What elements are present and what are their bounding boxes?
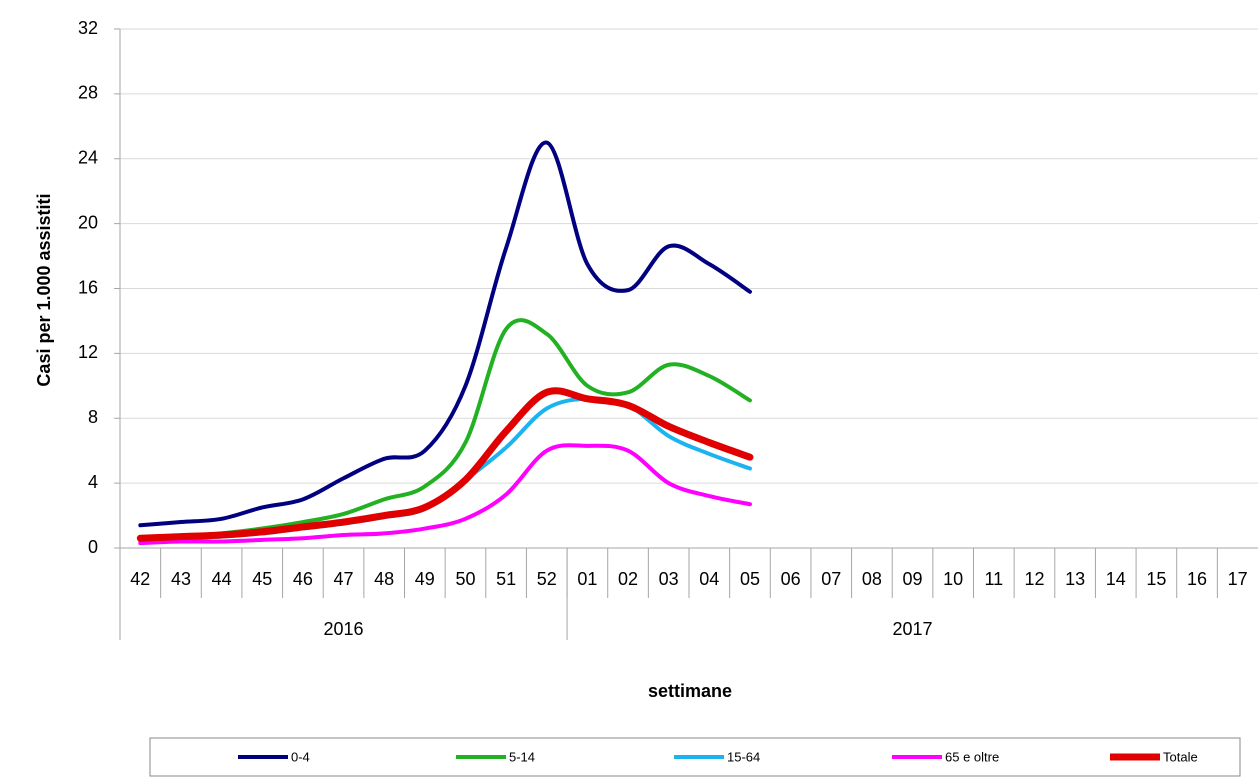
x-tick-label: 16 <box>1187 569 1207 589</box>
x-tick-label: 42 <box>130 569 150 589</box>
legend-label: 15-64 <box>727 749 760 764</box>
x-tick-label: 48 <box>374 569 394 589</box>
x-tick-label: 17 <box>1228 569 1248 589</box>
x-group-label: 2017 <box>893 619 933 639</box>
x-tick-label: 43 <box>171 569 191 589</box>
x-tick-label: 44 <box>212 569 232 589</box>
y-tick-label: 16 <box>78 277 98 297</box>
y-tick-label: 12 <box>78 342 98 362</box>
x-tick-label: 47 <box>334 569 354 589</box>
x-tick-label: 51 <box>496 569 516 589</box>
y-tick-label: 0 <box>88 537 98 557</box>
series-line <box>136 387 754 542</box>
x-tick-label: 11 <box>984 569 1003 589</box>
x-tick-label: 01 <box>577 569 597 589</box>
x-tick-label: 52 <box>537 569 557 589</box>
legend-label: 0-4 <box>291 749 310 764</box>
x-tick-label: 09 <box>903 569 923 589</box>
legend-label: Totale <box>1163 749 1198 764</box>
y-axis-title: Casi per 1.000 assistiti <box>34 193 54 386</box>
x-tick-label: 50 <box>455 569 475 589</box>
x-axis-title: settimane <box>648 681 732 701</box>
series-line <box>138 140 752 528</box>
x-tick-label: 12 <box>1024 569 1044 589</box>
y-tick-label: 8 <box>88 407 98 427</box>
x-group-label: 2016 <box>324 619 364 639</box>
y-tick-label: 4 <box>88 472 98 492</box>
y-tick-label: 32 <box>78 18 98 38</box>
x-tick-label: 03 <box>659 569 679 589</box>
x-tick-label: 49 <box>415 569 435 589</box>
y-tick-label: 28 <box>78 83 98 103</box>
x-tick-label: 07 <box>821 569 841 589</box>
y-tick-label: 24 <box>78 148 98 168</box>
x-tick-label: 05 <box>740 569 760 589</box>
x-tick-label: 08 <box>862 569 882 589</box>
x-tick-label: 45 <box>252 569 272 589</box>
x-tick-label: 10 <box>943 569 963 589</box>
legend-label: 5-14 <box>509 749 535 764</box>
series-line <box>138 443 752 546</box>
legend-label: 65 e oltre <box>945 749 999 764</box>
x-tick-label: 46 <box>293 569 313 589</box>
x-tick-label: 06 <box>781 569 801 589</box>
x-tick-label: 04 <box>699 569 719 589</box>
y-tick-label: 20 <box>78 212 98 232</box>
x-tick-label: 14 <box>1106 569 1126 589</box>
x-tick-label: 13 <box>1065 569 1085 589</box>
x-tick-label: 15 <box>1146 569 1166 589</box>
x-tick-label: 02 <box>618 569 638 589</box>
